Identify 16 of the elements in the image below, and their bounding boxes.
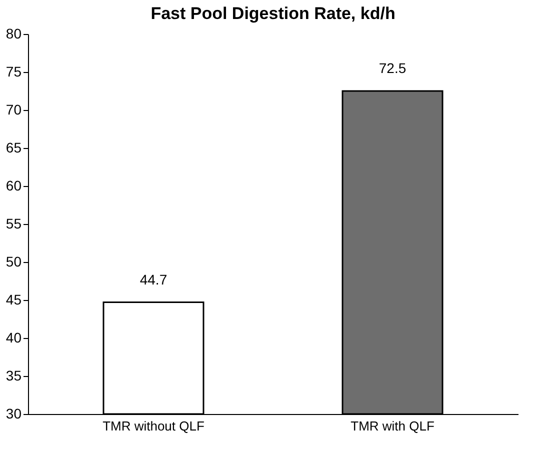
data-label: 44.7 <box>140 271 168 288</box>
y-tick-label: 60 <box>6 178 22 194</box>
x-tick-label: TMR without QLF <box>102 418 204 434</box>
y-tick-label: 70 <box>6 102 22 118</box>
y-tick-label: 40 <box>6 330 22 346</box>
y-tick-label: 80 <box>6 26 22 42</box>
y-tick-label: 50 <box>6 254 22 270</box>
y-tick-label: 35 <box>6 368 22 384</box>
y-tick-label: 55 <box>6 216 22 232</box>
y-tick-label: 45 <box>6 292 22 308</box>
y-tick-label: 30 <box>6 406 22 422</box>
chart-title: Fast Pool Digestion Rate, kd/h <box>150 4 396 23</box>
y-tick-label: 65 <box>6 140 22 156</box>
x-tick-label: TMR with QLF <box>350 418 434 434</box>
data-label: 72.5 <box>378 60 406 76</box>
y-tick-label: 75 <box>6 64 22 80</box>
